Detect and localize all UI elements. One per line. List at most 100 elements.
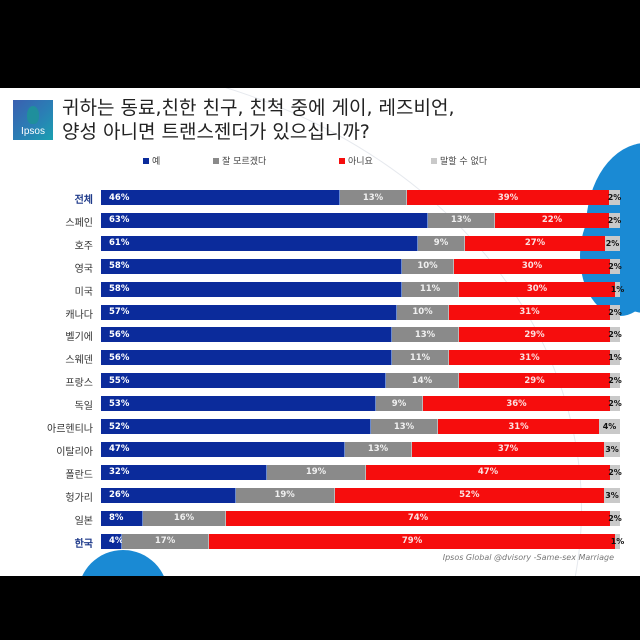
stacked-bar: 26% 19% 52% 3% bbox=[101, 487, 620, 503]
prefer-not-say-segment: 2% bbox=[608, 212, 621, 228]
ipsos-logo-mark-icon bbox=[27, 106, 39, 124]
stacked-bar: 56% 11% 31% 1% bbox=[101, 350, 622, 366]
row-label: 폴란드 bbox=[65, 469, 93, 481]
no-segment: 31% bbox=[449, 304, 610, 320]
no-segment: 52% bbox=[334, 487, 605, 503]
legend-label-yes: 예 bbox=[152, 157, 161, 167]
dont-know-segment: 19% bbox=[267, 464, 366, 480]
legend-item-dont-know: 잘 모르겠다 bbox=[213, 154, 266, 167]
legend-label-no: 아니요 bbox=[348, 157, 373, 167]
ipsos-logo-text: Ipsos bbox=[21, 126, 45, 137]
prefer-not-say-segment: 1% bbox=[611, 281, 624, 297]
bar-row: 프랑스 55% 14% 29% 2% bbox=[0, 373, 640, 389]
bar-row: 스웨덴 56% 11% 31% 1% bbox=[0, 350, 640, 366]
row-label: 호주 bbox=[74, 240, 93, 252]
row-label: 캐나다 bbox=[65, 309, 93, 321]
no-segment: 29% bbox=[459, 327, 610, 343]
bar-row: 벨기에 56% 13% 29% 2% bbox=[0, 327, 640, 343]
no-segment: 30% bbox=[454, 258, 610, 274]
yes-segment: 8% bbox=[101, 510, 143, 526]
chart-legend: 예 잘 모르겠다 아니요 말할 수 없다 bbox=[0, 154, 640, 168]
chart-title-line2: 양성 아니면 트랜스젠더가 있으십니까? bbox=[62, 121, 370, 143]
bar-row: 영국 58% 10% 30% 2% bbox=[0, 258, 640, 275]
bar-row: 캐나다 57% 10% 31% 2% bbox=[0, 304, 640, 321]
no-segment: 74% bbox=[226, 510, 610, 526]
dont-know-segment: 11% bbox=[392, 350, 449, 366]
yes-segment: 58% bbox=[101, 258, 402, 274]
dont-know-segment: 10% bbox=[402, 258, 454, 274]
yes-segment: 58% bbox=[101, 281, 402, 297]
stacked-bar: 32% 19% 47% 2% bbox=[101, 464, 622, 480]
row-label: 아르헨티나 bbox=[47, 424, 93, 435]
stacked-bar: 47% 13% 37% 3% bbox=[101, 441, 620, 457]
prefer-not-say-segment: 2% bbox=[608, 304, 622, 320]
row-label: 독일 bbox=[74, 401, 93, 413]
prefer-not-say-segment: 3% bbox=[604, 487, 620, 503]
bar-row: 폴란드 32% 19% 47% 2% bbox=[0, 464, 640, 481]
dont-know-segment: 13% bbox=[340, 190, 407, 205]
prefer-not-say-segment: 4% bbox=[599, 419, 620, 434]
ipsos-logo: Ipsos bbox=[13, 100, 53, 140]
dont-know-segment: 10% bbox=[397, 304, 449, 320]
dont-know-segment: 16% bbox=[143, 510, 226, 526]
bar-row: 호주 61% 9% 27% 2% bbox=[0, 235, 640, 252]
stacked-bar: 61% 9% 27% 2% bbox=[101, 235, 620, 251]
stacked-bar: 57% 10% 31% 2% bbox=[101, 304, 622, 320]
dont-know-segment: 9% bbox=[376, 396, 423, 412]
legend-item-no: 아니요 bbox=[339, 154, 373, 167]
row-label: 스페인 bbox=[65, 217, 93, 229]
row-label: 스웨덴 bbox=[65, 355, 93, 367]
row-label: 벨기에 bbox=[65, 332, 93, 344]
row-label: 헝가리 bbox=[65, 492, 93, 504]
chart-title-line1: 귀하는 동료,친한 친구, 친척 중에 게이, 레즈비언, bbox=[62, 97, 455, 119]
prefer-not-say-segment: 1% bbox=[611, 533, 624, 549]
no-segment: 47% bbox=[366, 464, 610, 480]
stacked-bar: 46% 13% 39% 2% bbox=[101, 190, 621, 205]
yes-segment: 53% bbox=[101, 396, 376, 412]
row-label: 미국 bbox=[74, 286, 93, 298]
row-label: 일본 bbox=[74, 515, 93, 527]
no-segment: 31% bbox=[449, 350, 610, 366]
legend-label-prefer-not-say: 말할 수 없다 bbox=[440, 157, 488, 167]
bar-row: 한국 4% 17% 79% 1% bbox=[0, 533, 640, 550]
chart-slide: Ipsos 귀하는 동료,친한 친구, 친척 중에 게이, 레즈비언, 양성 아… bbox=[0, 88, 640, 576]
no-segment: 39% bbox=[407, 190, 609, 205]
prefer-not-say-segment: 2% bbox=[608, 373, 622, 389]
legend-swatch-yes-icon bbox=[143, 157, 149, 164]
row-label: 전체 bbox=[74, 195, 93, 206]
yes-segment: 55% bbox=[101, 373, 386, 389]
dont-know-segment: 9% bbox=[418, 235, 465, 251]
yes-segment: 32% bbox=[101, 464, 267, 480]
yes-segment: 56% bbox=[101, 350, 392, 366]
dont-know-segment: 17% bbox=[122, 533, 210, 549]
prefer-not-say-segment: 2% bbox=[608, 190, 621, 205]
dont-know-segment: 13% bbox=[428, 212, 495, 228]
yes-segment: 56% bbox=[101, 327, 392, 343]
dont-know-segment: 14% bbox=[386, 373, 459, 389]
stacked-bar: 4% 17% 79% 1% bbox=[101, 533, 624, 549]
no-segment: 37% bbox=[412, 441, 604, 457]
stacked-bar: 55% 14% 29% 2% bbox=[101, 373, 622, 389]
chart-title: 귀하는 동료,친한 친구, 친척 중에 게이, 레즈비언, 양성 아니면 트랜스… bbox=[62, 96, 582, 144]
dont-know-segment: 13% bbox=[392, 327, 459, 343]
yes-segment: 57% bbox=[101, 304, 397, 320]
stacked-bar: 53% 9% 36% 2% bbox=[101, 396, 622, 412]
dont-know-segment: 13% bbox=[371, 419, 438, 434]
yes-segment: 52% bbox=[101, 419, 371, 434]
no-segment: 22% bbox=[495, 212, 609, 228]
prefer-not-say-segment: 2% bbox=[608, 396, 622, 412]
stacked-bar: 8% 16% 74% 2% bbox=[101, 510, 622, 526]
bar-row: 전체 46% 13% 39% 2% bbox=[0, 190, 640, 206]
stacked-bar: 58% 11% 30% 1% bbox=[101, 281, 624, 297]
no-segment: 30% bbox=[459, 281, 615, 297]
prefer-not-say-segment: 2% bbox=[608, 327, 622, 343]
no-segment: 79% bbox=[209, 533, 615, 549]
yes-segment: 46% bbox=[101, 190, 340, 205]
prefer-not-say-segment: 2% bbox=[605, 235, 620, 251]
yes-segment: 4% bbox=[101, 533, 123, 549]
no-segment: 27% bbox=[465, 235, 605, 251]
bar-row: 미국 58% 11% 30% 1% bbox=[0, 281, 640, 298]
bar-row: 헝가리 26% 19% 52% 3% bbox=[0, 487, 640, 504]
yes-segment: 26% bbox=[101, 487, 236, 503]
prefer-not-say-segment: 2% bbox=[608, 510, 622, 526]
